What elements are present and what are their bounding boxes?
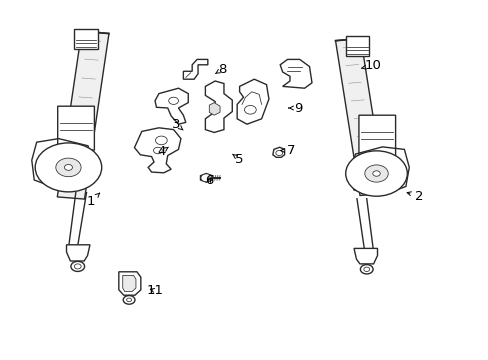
Text: 7: 7 — [280, 144, 295, 157]
Circle shape — [201, 174, 211, 182]
Polygon shape — [335, 39, 385, 195]
Circle shape — [56, 158, 81, 177]
Circle shape — [123, 296, 135, 304]
Text: 4: 4 — [157, 145, 168, 158]
Polygon shape — [272, 147, 284, 157]
Text: 1: 1 — [86, 193, 100, 208]
Circle shape — [155, 136, 167, 145]
Polygon shape — [209, 103, 220, 115]
Circle shape — [71, 261, 84, 271]
Circle shape — [153, 147, 162, 154]
Polygon shape — [345, 36, 368, 56]
Circle shape — [275, 150, 282, 156]
Circle shape — [363, 267, 369, 271]
Polygon shape — [58, 106, 94, 155]
Polygon shape — [183, 59, 207, 79]
Circle shape — [372, 171, 380, 176]
Polygon shape — [200, 174, 212, 182]
Polygon shape — [57, 31, 109, 199]
Polygon shape — [237, 79, 268, 124]
Polygon shape — [358, 115, 395, 162]
Text: 3: 3 — [171, 118, 183, 131]
Polygon shape — [353, 248, 377, 264]
Text: 8: 8 — [215, 63, 226, 76]
Circle shape — [360, 265, 372, 274]
Text: 2: 2 — [407, 190, 423, 203]
Polygon shape — [280, 59, 311, 88]
Circle shape — [126, 298, 131, 302]
Circle shape — [244, 105, 256, 114]
Polygon shape — [205, 81, 232, 132]
Polygon shape — [155, 88, 188, 124]
Polygon shape — [66, 245, 90, 261]
Polygon shape — [134, 128, 181, 173]
Circle shape — [168, 97, 178, 104]
Text: 10: 10 — [361, 59, 380, 72]
Circle shape — [64, 165, 72, 170]
Polygon shape — [74, 29, 98, 49]
Polygon shape — [119, 272, 141, 295]
Circle shape — [345, 151, 407, 196]
Circle shape — [35, 143, 102, 192]
Text: 6: 6 — [204, 174, 213, 187]
Circle shape — [74, 264, 81, 269]
Text: 11: 11 — [147, 284, 163, 297]
Polygon shape — [122, 275, 136, 292]
Text: 5: 5 — [232, 153, 244, 166]
Text: 9: 9 — [288, 102, 302, 114]
Circle shape — [364, 165, 387, 182]
